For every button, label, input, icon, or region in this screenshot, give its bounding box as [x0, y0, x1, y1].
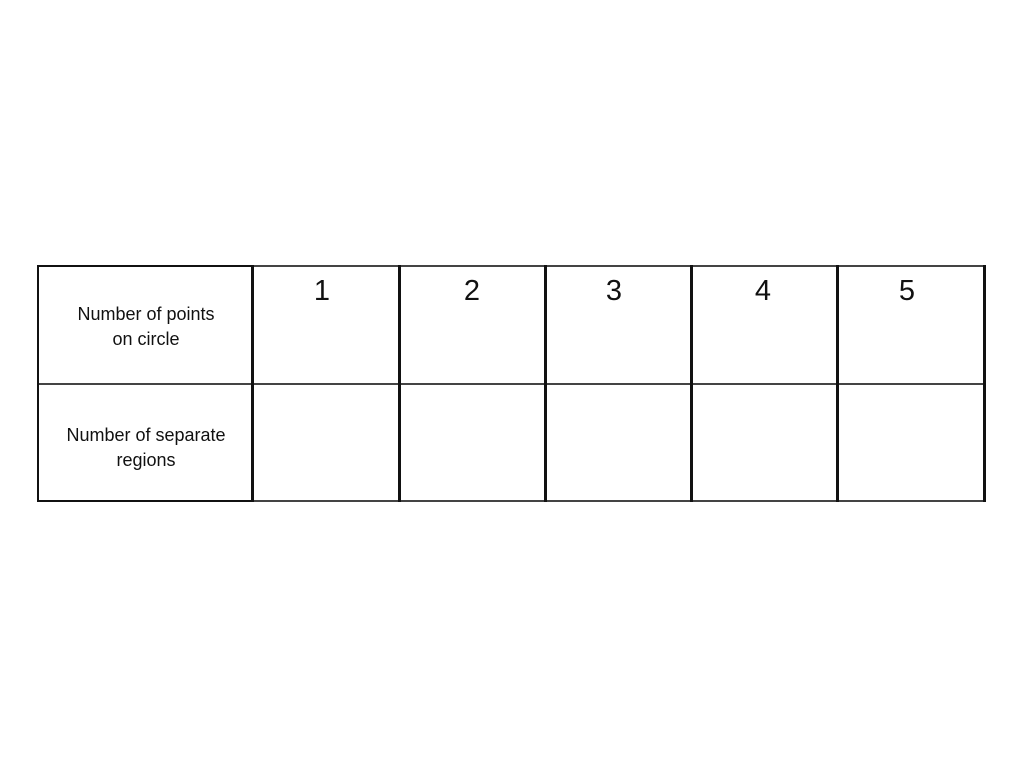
table-top-border [38, 265, 986, 267]
column-divider [544, 265, 547, 502]
column-divider [251, 265, 254, 502]
points-value: 5 [898, 275, 916, 307]
points-value: 3 [605, 275, 623, 307]
table-row-divider [38, 383, 986, 385]
regions-cell[interactable] [547, 385, 690, 500]
header-column-bottom-border [38, 500, 253, 502]
row-header-regions-line1: Number of separate [66, 425, 226, 445]
table-left-border [37, 265, 39, 502]
regions-cell[interactable] [401, 385, 544, 500]
points-value: 1 [313, 275, 331, 307]
points-value: 2 [463, 275, 481, 307]
regions-cell[interactable] [254, 385, 398, 500]
table-right-border [983, 265, 986, 502]
row-header-regions-line2: regions [116, 450, 176, 470]
column-divider [398, 265, 401, 502]
regions-cell[interactable] [693, 385, 836, 500]
points-value: 4 [754, 275, 772, 307]
row-header-regions: Number of separate regions [40, 423, 252, 473]
row-header-points: Number of points on circle [40, 302, 252, 352]
column-divider [690, 265, 693, 502]
header-column-top-border [38, 265, 253, 267]
table-bottom-border [38, 500, 986, 502]
regions-cell[interactable] [839, 385, 983, 500]
column-divider [836, 265, 839, 502]
row-header-points-line1: Number of points [77, 304, 215, 324]
row-header-points-line2: on circle [112, 329, 180, 349]
